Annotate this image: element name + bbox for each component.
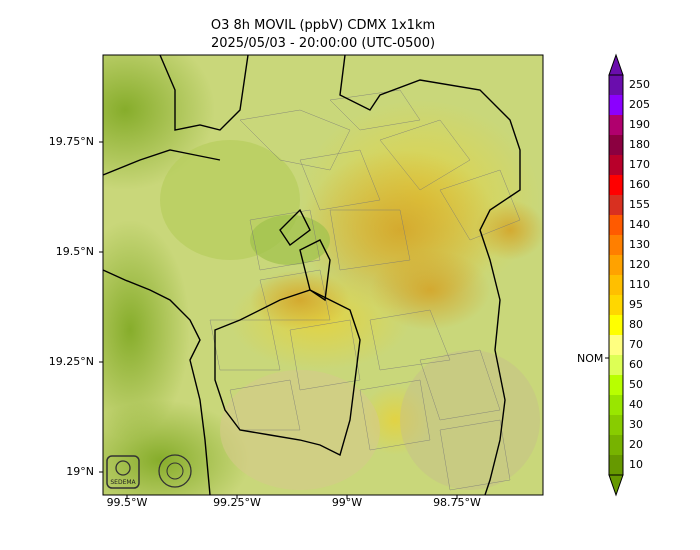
map-title: O3 8h MOVIL (ppbV) CDMX 1x1km bbox=[210, 18, 436, 33]
colorbar-swatch bbox=[609, 375, 623, 395]
y-tick-label: 19.25°N bbox=[48, 355, 94, 368]
colorbar-swatch bbox=[609, 195, 623, 215]
colorbar-swatch bbox=[609, 275, 623, 295]
colorbar-level-label: 205 bbox=[629, 98, 650, 111]
nom-label: NOM bbox=[577, 352, 604, 365]
colorbar-swatch bbox=[609, 395, 623, 415]
ozone-field: SEDEMA bbox=[103, 55, 543, 495]
colorbar-swatch bbox=[609, 115, 623, 135]
cdmx-logo bbox=[158, 454, 192, 488]
colorbar-swatch bbox=[609, 235, 623, 255]
colorbar-swatch bbox=[609, 415, 623, 435]
map-subtitle: 2025/05/03 - 20:00:00 (UTC-0500) bbox=[210, 36, 436, 51]
y-tick-label: 19°N bbox=[66, 465, 94, 478]
colorbar-swatch bbox=[609, 255, 623, 275]
colorbar-swatch bbox=[609, 455, 623, 475]
colorbar-level-label: 60 bbox=[629, 358, 643, 371]
colorbar-level-label: 30 bbox=[629, 418, 643, 431]
x-tick-label: 99.25°W bbox=[213, 496, 261, 509]
colorbar-level-label: 40 bbox=[629, 398, 643, 411]
colorbar-extend-bottom bbox=[608, 474, 624, 497]
colorbar-swatch bbox=[609, 135, 623, 155]
colorbar-level-label: 250 bbox=[629, 78, 650, 91]
colorbar-swatch bbox=[609, 295, 623, 315]
colorbar-level-label: 120 bbox=[629, 258, 650, 271]
municipal-boundaries bbox=[209, 89, 521, 491]
colorbar-swatch bbox=[609, 95, 623, 115]
colorbar-level-label: 190 bbox=[629, 118, 650, 131]
colorbar-level-label: 80 bbox=[629, 318, 643, 331]
colorbar-swatch bbox=[609, 75, 623, 95]
colorbar-level-label: 130 bbox=[629, 238, 650, 251]
colorbar-swatch bbox=[609, 155, 623, 175]
colorbar-level-label: 155 bbox=[629, 198, 650, 211]
svg-text:SEDEMA: SEDEMA bbox=[110, 479, 136, 486]
y-tick-label: 19.5°N bbox=[55, 245, 94, 258]
colorbar-swatch bbox=[609, 355, 623, 375]
state-boundaries bbox=[103, 55, 521, 495]
axis-ticks bbox=[99, 141, 458, 499]
colorbar-extend-top bbox=[608, 53, 624, 76]
map-frame bbox=[102, 54, 544, 496]
colorbar-level-label: 95 bbox=[629, 298, 643, 311]
colorbar bbox=[605, 53, 624, 497]
colorbar-level-label: 70 bbox=[629, 338, 643, 351]
colorbar-swatch bbox=[609, 435, 623, 455]
colorbar-frame bbox=[608, 74, 624, 476]
colorbar-swatch bbox=[609, 215, 623, 235]
colorbar-level-label: 20 bbox=[629, 438, 643, 451]
colorbar-level-label: 180 bbox=[629, 138, 650, 151]
colorbar-swatch bbox=[609, 315, 623, 335]
colorbar-level-label: 110 bbox=[629, 278, 650, 291]
colorbar-swatch bbox=[609, 175, 623, 195]
colorbar-level-label: 170 bbox=[629, 158, 650, 171]
colorbar-level-label: 160 bbox=[629, 178, 650, 191]
colorbar-level-label: 50 bbox=[629, 378, 643, 391]
colorbar-level-label: 140 bbox=[629, 218, 650, 231]
colorbar-swatch bbox=[609, 335, 623, 355]
y-tick-label: 19.75°N bbox=[48, 135, 94, 148]
sedema-logo: SEDEMA bbox=[106, 455, 140, 489]
x-tick-label: 99°W bbox=[331, 496, 363, 509]
colorbar-level-label: 10 bbox=[629, 458, 643, 471]
x-tick-label: 99.5°W bbox=[106, 496, 148, 509]
x-tick-label: 98.75°W bbox=[433, 496, 481, 509]
